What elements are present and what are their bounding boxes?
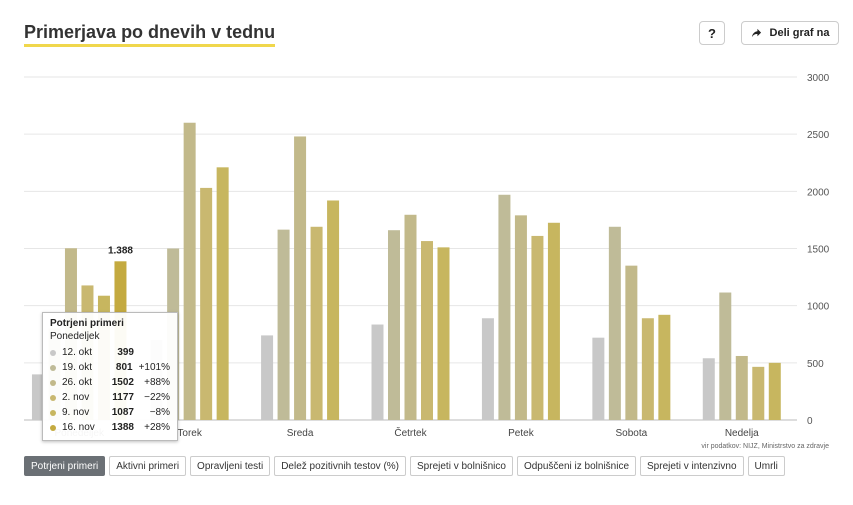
bar (752, 366, 765, 420)
tab-delez-pozitivnih[interactable]: Delež pozitivnih testov (%) (274, 456, 407, 476)
bar (277, 229, 290, 420)
tooltip-date: 12. okt (62, 347, 93, 358)
tooltip-value: 399 (117, 347, 134, 358)
tooltip-change: −22% (144, 392, 170, 403)
tooltip-date: 19. okt (62, 362, 93, 373)
tooltip-day: Ponedeljek (50, 331, 100, 342)
bar (719, 292, 732, 420)
series-dot-icon (50, 394, 56, 401)
tooltip-value: 1502 (111, 377, 134, 388)
series-dot-icon (50, 379, 56, 386)
tooltip-date: 26. okt (62, 377, 93, 388)
chart-tooltip: Potrjeni primeri Ponedeljek 12. okt 399 19… (42, 312, 178, 441)
bar (531, 235, 544, 420)
y-tick-label: 3000 (807, 73, 830, 84)
share-button-label: Deli graf na (769, 27, 830, 39)
bar (547, 222, 560, 420)
tab-aktivni-primeri[interactable]: Aktivni primeri (109, 456, 187, 476)
metric-tabs: Potrjeni primeri Aktivni primeri Opravlj… (24, 456, 785, 476)
tooltip-value: 1388 (111, 422, 134, 433)
tooltip-value: 1177 (112, 392, 134, 403)
tooltip-title: Potrjeni primeri (50, 318, 124, 329)
bar (261, 335, 274, 420)
bar (608, 226, 621, 420)
category-label: Sobota (616, 428, 648, 439)
tooltip-date: 2. nov (62, 392, 90, 403)
tooltip-rows: 12. okt 399 19. okt 801 +101% 26. okt 1502 +88%… (50, 345, 170, 435)
bar (200, 187, 213, 420)
category-label: Sreda (287, 428, 314, 439)
bar (327, 200, 340, 420)
bar (658, 314, 671, 420)
data-source: vir podatkov: NIJZ, Ministrstvo za zdrav… (701, 443, 829, 450)
series-dot-icon (50, 409, 56, 416)
series-dot-icon (50, 349, 56, 356)
tab-umrli[interactable]: Umrli (747, 456, 785, 476)
bar (310, 226, 323, 420)
tooltip-change: +101% (138, 362, 170, 373)
bar (31, 374, 44, 420)
category-label: Nedelja (725, 428, 759, 439)
tooltip-change: +28% (144, 422, 170, 433)
tab-opravljeni-testi[interactable]: Opravljeni testi (190, 456, 271, 476)
bar (183, 122, 196, 420)
bar (641, 318, 654, 420)
tooltip-row: 26. okt 1502 +88% (50, 375, 170, 390)
tooltip-row: 12. okt 399 (50, 345, 170, 360)
y-tick-label: 2500 (807, 130, 830, 141)
tooltip-date: 16. nov (62, 422, 95, 433)
bar (514, 215, 527, 420)
category-label: Četrtek (394, 426, 427, 439)
series-dot-icon (50, 424, 56, 431)
bar (404, 214, 417, 420)
tooltip-row: 2. nov 1177 −22% (50, 390, 170, 405)
bar (388, 230, 400, 420)
y-tick-label: 1500 (807, 245, 830, 256)
y-tick-label: 2000 (807, 187, 830, 198)
y-tick-label: 0 (807, 416, 813, 427)
tab-sprejeti-v-bolnisnico[interactable]: Sprejeti v bolnišnico (410, 456, 513, 476)
bar (702, 358, 715, 420)
tooltip-row: 9. nov 1087 −8% (50, 405, 170, 420)
y-tick-label: 1000 (807, 302, 830, 313)
tooltip-change: −8% (149, 407, 170, 418)
tab-potrjeni-primeri[interactable]: Potrjeni primeri (24, 456, 106, 476)
tooltip-row: 16. nov 1388 +28% (50, 420, 170, 435)
y-tick-label: 500 (807, 359, 824, 370)
bar (768, 362, 781, 420)
category-label: Torek (177, 428, 202, 439)
series-dot-icon (50, 364, 56, 371)
help-button[interactable]: ? (699, 21, 725, 45)
bar (625, 265, 638, 420)
category-label: Petek (508, 428, 535, 439)
bar (592, 337, 605, 420)
tab-sprejeti-v-intenzivno[interactable]: Sprejeti v intenzivno (640, 456, 744, 476)
tooltip-row: 19. okt 801 +101% (50, 360, 170, 375)
bar (498, 194, 511, 420)
highlight-value-label: 1.388 (108, 245, 133, 256)
share-button[interactable]: Deli graf na (741, 21, 839, 45)
tooltip-value: 1087 (111, 407, 134, 418)
tab-odpusceni-iz-bolnisnice[interactable]: Odpuščeni iz bolnišnice (516, 456, 637, 476)
bar (481, 318, 494, 420)
page-title: Primerjava po dnevih v tednu (24, 22, 276, 47)
tooltip-value: 801 (115, 362, 133, 373)
bar (216, 167, 229, 420)
bar (371, 324, 384, 420)
bar (294, 136, 307, 420)
bar (437, 247, 450, 420)
share-arrow-icon (751, 28, 761, 37)
bar (735, 355, 748, 420)
tooltip-change: +88% (144, 377, 170, 388)
bar (421, 241, 433, 420)
tooltip-date: 9. nov (62, 407, 90, 418)
